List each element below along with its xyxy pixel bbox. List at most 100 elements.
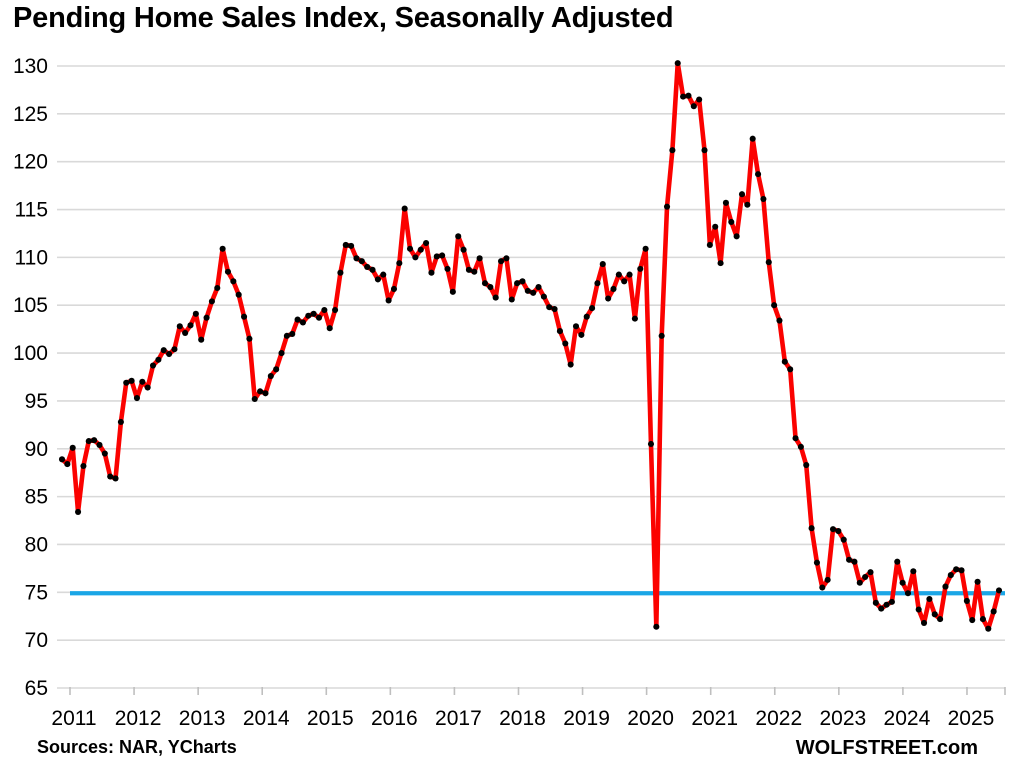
data-point	[155, 356, 162, 363]
data-point	[985, 625, 992, 632]
data-point	[192, 310, 199, 317]
data-point	[433, 253, 440, 260]
x-axis-tick-label: 2025	[948, 707, 995, 730]
data-point	[289, 330, 296, 337]
data-point	[669, 147, 676, 154]
data-point	[219, 245, 226, 252]
data-point	[953, 566, 960, 573]
data-point	[722, 199, 729, 206]
data-point	[80, 462, 87, 470]
data-point	[358, 258, 365, 265]
data-point	[476, 255, 483, 262]
data-point	[166, 350, 173, 358]
data-point	[706, 241, 713, 248]
y-axis-tick-label: 105	[13, 294, 48, 317]
chart-title: Pending Home Sales Index, Seasonally Adj…	[13, 2, 674, 34]
data-point	[251, 395, 258, 403]
data-point	[428, 269, 435, 276]
data-point	[899, 579, 906, 586]
data-point	[931, 611, 938, 618]
x-axis-tick-label: 2014	[243, 707, 290, 730]
data-point	[64, 461, 71, 468]
data-point	[787, 366, 794, 373]
data-point	[101, 450, 108, 457]
data-point	[637, 265, 644, 272]
data-point	[578, 331, 585, 338]
y-axis-tick-label: 65	[25, 677, 48, 700]
y-axis-tick-label: 95	[25, 390, 48, 413]
data-point	[915, 606, 922, 613]
gridlines	[57, 65, 1005, 689]
data-point	[862, 573, 869, 581]
data-point	[305, 312, 312, 319]
data-point	[717, 260, 724, 267]
data-point	[594, 280, 601, 287]
data-point	[348, 242, 355, 249]
data-series	[58, 60, 1003, 632]
data-point	[738, 191, 746, 198]
data-point	[449, 288, 456, 295]
data-point	[412, 254, 419, 261]
data-point	[685, 92, 692, 99]
data-point	[942, 583, 949, 590]
data-point	[241, 313, 248, 320]
data-point	[610, 285, 617, 293]
data-point	[246, 335, 253, 342]
x-axis-tick-label: 2024	[884, 707, 931, 730]
data-point	[69, 444, 76, 451]
data-point	[374, 276, 381, 283]
data-point	[112, 475, 119, 482]
data-point	[455, 233, 462, 240]
y-axis-tick-label: 80	[25, 533, 48, 556]
data-point	[562, 340, 569, 347]
x-axis-tick-label: 2019	[563, 707, 610, 730]
data-point	[626, 271, 633, 278]
data-point	[465, 266, 472, 273]
data-point	[117, 418, 124, 426]
data-point	[498, 258, 505, 265]
data-point	[364, 263, 371, 271]
data-point	[257, 388, 264, 395]
data-point	[535, 284, 542, 291]
x-axis-tick-label: 2011	[51, 707, 96, 730]
data-point	[642, 245, 649, 252]
data-point	[128, 377, 135, 384]
data-point	[139, 378, 146, 385]
data-point	[567, 361, 574, 368]
data-point	[744, 201, 751, 208]
data-point	[658, 332, 665, 339]
data-point	[803, 461, 810, 469]
y-axis-tick-label: 115	[15, 199, 48, 222]
wolfstreet-watermark: WOLFSTREET.com	[795, 737, 978, 759]
data-point	[776, 317, 783, 324]
data-point	[690, 103, 697, 110]
data-point	[894, 558, 901, 565]
data-point	[551, 306, 558, 313]
data-point	[75, 508, 82, 515]
x-axis-tick-label: 2013	[179, 707, 226, 730]
data-point	[846, 556, 853, 563]
data-point	[524, 287, 531, 294]
x-axis-tick-label: 2022	[755, 707, 802, 730]
data-point	[958, 567, 965, 574]
data-point	[995, 587, 1003, 594]
data-point	[171, 346, 178, 353]
y-axis-tick-label: 125	[13, 103, 48, 126]
data-point	[653, 623, 660, 630]
data-point	[947, 572, 954, 579]
x-axis-tick-label: 2018	[499, 707, 546, 730]
x-axis-tick-label: 2021	[691, 707, 738, 730]
y-axis-tick-label: 85	[25, 486, 48, 509]
data-point	[556, 328, 563, 335]
data-point	[176, 323, 183, 330]
data-point	[417, 246, 424, 253]
data-point	[990, 608, 997, 615]
data-point	[514, 280, 521, 287]
x-axis-tick-label: 2023	[819, 707, 866, 730]
data-point	[214, 284, 221, 292]
data-point	[326, 325, 333, 332]
data-point	[492, 294, 499, 301]
data-point	[353, 255, 360, 262]
data-point	[444, 265, 451, 272]
data-point	[808, 525, 815, 532]
